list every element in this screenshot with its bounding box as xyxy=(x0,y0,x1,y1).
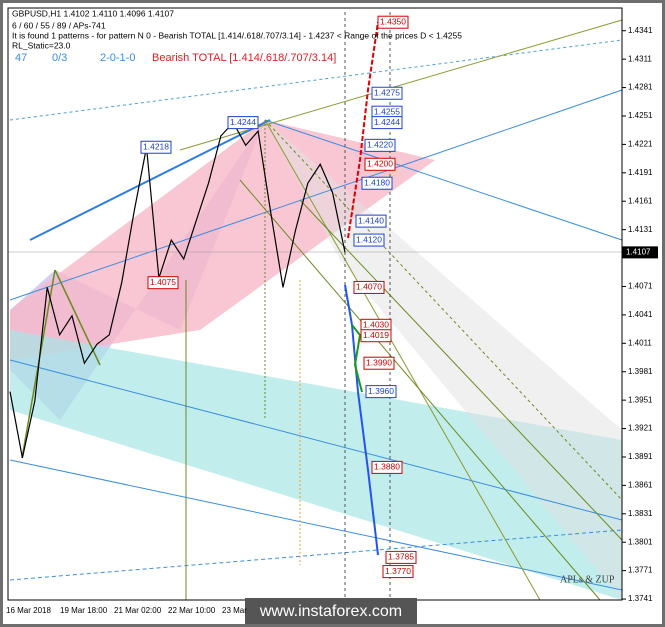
level-box xyxy=(371,460,403,474)
level-label: 1.4244 xyxy=(374,117,400,127)
level-box xyxy=(364,157,396,171)
level-label: 1.4350 xyxy=(380,16,406,26)
level-box xyxy=(361,176,393,190)
status: 0/3 xyxy=(52,52,67,64)
y-tick-label: 1.3891 xyxy=(628,452,653,461)
level-label: 1.4218 xyxy=(143,141,169,151)
y-tick-label: 1.3921 xyxy=(628,424,653,433)
y-tick-label: 1.4011 xyxy=(628,338,652,347)
rl-static: RL_Static=23.0 xyxy=(12,40,71,50)
level-label: 1.4140 xyxy=(358,215,384,225)
level-label: 1.4019 xyxy=(363,330,389,340)
level-label: 1.3990 xyxy=(366,357,392,367)
y-tick-label: 1.4131 xyxy=(628,225,653,234)
current-price-label: 1.4107 xyxy=(626,247,651,256)
level-label: 1.4030 xyxy=(363,320,389,330)
level-label: 1.4180 xyxy=(364,177,390,187)
x-tick-label: 22 Mar 10:00 xyxy=(168,606,216,615)
level-box xyxy=(371,86,403,100)
y-tick-label: 1.4221 xyxy=(628,140,653,149)
y-tick-label: 1.3741 xyxy=(628,594,653,603)
level-box xyxy=(353,280,385,294)
x-tick-label: 16 Mar 2018 xyxy=(6,606,51,615)
y-tick-label: 1.4281 xyxy=(628,83,653,92)
level-label: 1.4120 xyxy=(356,234,382,244)
level-box xyxy=(365,385,397,399)
y-tick-label: 1.4071 xyxy=(628,282,653,291)
y-tick-label: 1.3831 xyxy=(628,509,653,518)
level-label: 1.4275 xyxy=(374,87,400,97)
pattern-name: Bearish TOTAL [1.414/.618/.707/3.14] xyxy=(152,52,336,64)
level-box xyxy=(364,138,396,152)
level-label: 1.3960 xyxy=(368,386,394,396)
pattern-text: It is found 1 patterns - for pattern N 0… xyxy=(12,30,462,40)
y-tick-label: 1.4041 xyxy=(628,310,653,319)
level-label: 1.3880 xyxy=(374,462,400,472)
y-tick-label: 1.4191 xyxy=(628,168,653,177)
status: 47 xyxy=(15,52,27,64)
y-tick-label: 1.3861 xyxy=(628,480,653,489)
level-label: 1.4070 xyxy=(356,282,382,292)
brand: APLs & ZUP xyxy=(560,574,615,585)
y-tick-label: 1.4341 xyxy=(628,26,653,35)
price-line xyxy=(9,121,346,459)
level-label: 1.4255 xyxy=(374,106,400,116)
x-tick-label: 21 Mar 02:00 xyxy=(114,606,162,615)
level-label: 1.3770 xyxy=(385,566,411,576)
level-label: 1.3785 xyxy=(388,552,414,562)
watermark-bg xyxy=(245,598,417,624)
status: 2-0-1-0 xyxy=(100,52,135,64)
level-box xyxy=(140,140,172,154)
level-box xyxy=(355,214,387,228)
level-label: 1.4200 xyxy=(367,159,393,169)
level-label: 1.4244 xyxy=(230,117,256,127)
level-box xyxy=(227,116,259,130)
level-box xyxy=(363,356,395,370)
y-tick-label: 1.3981 xyxy=(628,367,653,376)
level-box xyxy=(147,276,179,290)
level-box xyxy=(377,15,409,29)
level-box xyxy=(382,565,414,579)
y-tick-label: 1.3951 xyxy=(628,395,653,404)
level-box xyxy=(385,550,417,564)
current-price-box xyxy=(622,246,658,259)
y-tick-label: 1.4251 xyxy=(628,111,653,120)
level-label: 1.4220 xyxy=(367,140,393,150)
level-label: 1.4075 xyxy=(150,277,176,287)
x-tick-label: 23 Mar xyxy=(222,606,247,615)
watermark: www.instaforex.com xyxy=(259,603,402,620)
subtitle: 6 / 60 / 55 / 89 / APs-741 xyxy=(12,20,106,30)
y-tick-label: 1.3801 xyxy=(628,537,653,546)
y-tick-label: 1.4161 xyxy=(628,196,653,205)
level-box xyxy=(371,116,403,130)
level-box xyxy=(360,329,392,343)
x-tick-label: 19 Mar 18:00 xyxy=(60,606,108,615)
y-tick-label: 1.4311 xyxy=(628,54,652,63)
title: GBPUSD,H1 1.4102 1.4110 1.4096 1.4107 xyxy=(12,8,174,18)
level-box xyxy=(353,233,385,247)
y-tick-label: 1.3771 xyxy=(628,566,653,575)
